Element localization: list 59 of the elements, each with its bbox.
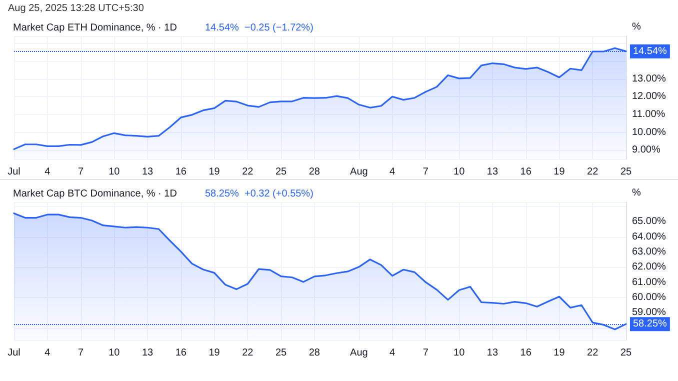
- x-tick-label: Aug: [350, 348, 368, 358]
- x-tick-label: 19: [554, 166, 566, 178]
- y-tick-label: 61.00%: [632, 276, 666, 288]
- ref-line-label: 58.25%: [633, 318, 668, 330]
- x-tick-label: 16: [520, 348, 532, 358]
- x-tick-label: 25: [275, 166, 288, 178]
- x-tick-label: 25: [620, 348, 632, 358]
- x-tick-label: 7: [78, 348, 84, 358]
- chart-subtitle: 58.25% +0.32 (+0.55%): [205, 188, 314, 200]
- x-tick-label: 7: [78, 166, 84, 178]
- x-tick-label: 25: [620, 166, 632, 178]
- x-tick-label: 4: [390, 166, 396, 178]
- x-tick-label: 10: [454, 166, 466, 178]
- chart-subtitle: 14.54% −0.25 (−1.72%): [205, 22, 314, 34]
- x-tick-label: 28: [308, 166, 320, 178]
- x-tick-label: 4: [44, 166, 51, 178]
- x-tick-label: 25: [275, 348, 288, 358]
- y-tick-label: 59.00%: [632, 307, 666, 318]
- x-tick-label: Jul: [8, 348, 20, 358]
- x-tick-label: 7: [422, 348, 429, 358]
- y-axis-title: %: [632, 22, 641, 32]
- x-tick-label: 19: [208, 166, 220, 178]
- x-tick-label: 13: [486, 166, 498, 178]
- y-tick-label: 62.00%: [632, 262, 666, 273]
- x-tick-label: 13: [486, 348, 498, 358]
- y-tick-label: 63.00%: [632, 246, 666, 258]
- y-tick-label: 11.00%: [632, 108, 666, 120]
- x-tick-label: 22: [587, 166, 599, 178]
- x-tick-label: 10: [454, 348, 466, 358]
- chart-title: Market Cap BTC Dominance, % · 1D: [13, 188, 177, 200]
- y-tick-label: 12.00%: [632, 91, 666, 102]
- y-tick-label: 13.00%: [632, 73, 666, 84]
- x-tick-label: 4: [390, 348, 396, 358]
- x-tick-label: 4: [44, 348, 51, 358]
- x-tick-label: 10: [108, 348, 120, 358]
- x-tick-label: 19: [208, 348, 220, 358]
- x-tick-label: 13: [142, 348, 154, 358]
- x-tick-label: Aug: [350, 166, 368, 178]
- ref-line-label: 14.54%: [633, 46, 668, 57]
- y-axis-title: %: [632, 188, 641, 198]
- x-tick-label: 28: [308, 348, 320, 358]
- y-tick-label: 9.00%: [632, 144, 660, 156]
- x-tick-label: 7: [422, 166, 429, 178]
- x-tick-label: 19: [554, 348, 566, 358]
- x-tick-label: 16: [175, 348, 187, 358]
- x-tick-label: 13: [142, 166, 154, 178]
- y-tick-label: 60.00%: [632, 292, 666, 304]
- x-tick-label: 16: [520, 166, 532, 178]
- chart-title: Market Cap ETH Dominance, % · 1D: [13, 22, 177, 34]
- x-tick-label: 22: [587, 348, 599, 358]
- x-tick-label: 16: [175, 166, 187, 178]
- y-tick-label: 64.00%: [632, 231, 666, 242]
- text: Aug 25, 2025 13:28 UTC+5:30: [8, 3, 144, 14]
- y-tick-label: 10.00%: [632, 126, 666, 138]
- x-tick-label: 22: [242, 166, 254, 178]
- x-tick-label: 10: [108, 166, 120, 178]
- y-tick-label: 65.00%: [632, 216, 666, 228]
- x-tick-label: Jul: [8, 166, 20, 178]
- x-tick-label: 22: [242, 348, 254, 358]
